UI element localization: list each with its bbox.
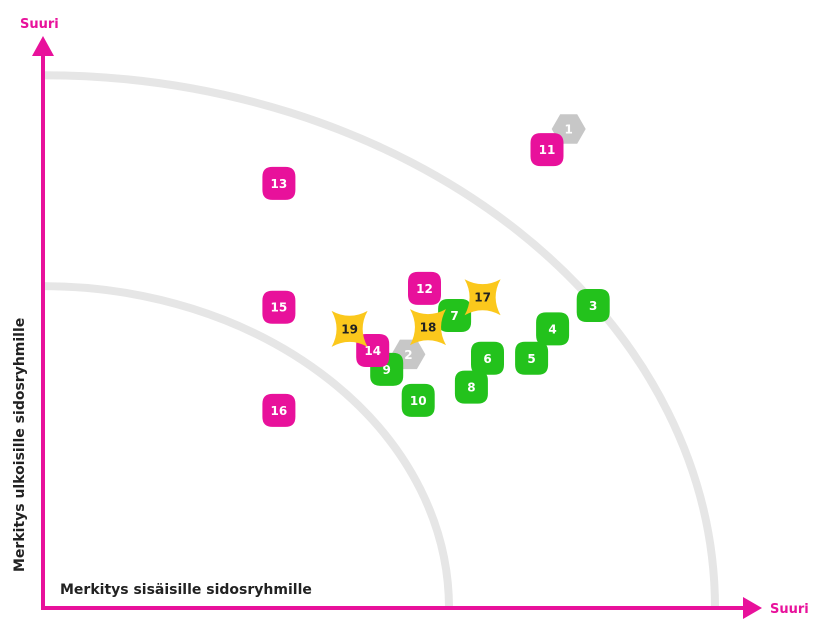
data-point-marker xyxy=(401,383,435,417)
x-axis-end-label: Suuri xyxy=(770,602,809,617)
data-point-label: 15 xyxy=(271,301,288,315)
data-point-label: 17 xyxy=(474,291,491,305)
y-axis-arrow xyxy=(32,36,54,56)
data-point-marker xyxy=(331,310,368,347)
outer-arc xyxy=(42,71,719,609)
data-point-label: 9 xyxy=(383,363,391,377)
data-point-marker xyxy=(576,289,610,323)
data-point-label: 13 xyxy=(271,177,288,191)
data-point-label: 18 xyxy=(420,321,437,335)
data-point-6: 6 xyxy=(471,341,504,375)
data-point-17: 17 xyxy=(464,279,501,316)
data-point-13: 13 xyxy=(262,166,296,200)
data-point-label: 7 xyxy=(450,309,458,323)
data-point-label: 1 xyxy=(565,123,573,137)
data-point-11: 11 xyxy=(530,133,564,167)
x-axis-arrow xyxy=(743,597,762,619)
data-point-label: 4 xyxy=(548,322,556,336)
data-point-marker xyxy=(438,299,472,333)
x-axis-title: Merkitys sisäisille sidosryhmille xyxy=(60,582,312,598)
data-point-marker xyxy=(536,312,570,346)
data-point-15: 15 xyxy=(262,290,296,324)
data-point-5: 5 xyxy=(515,341,549,375)
data-point-4: 4 xyxy=(536,312,570,346)
data-point-marker xyxy=(262,290,296,324)
data-point-marker xyxy=(408,271,441,305)
data-point-19: 19 xyxy=(331,310,368,347)
data-point-label: 6 xyxy=(483,352,491,366)
data-point-12: 12 xyxy=(408,271,441,305)
data-point-7: 7 xyxy=(438,299,472,333)
data-point-label: 8 xyxy=(467,381,475,395)
data-point-8: 8 xyxy=(454,370,488,404)
axes xyxy=(32,36,762,619)
data-point-marker xyxy=(410,309,446,346)
data-point-label: 12 xyxy=(416,282,433,296)
data-point-marker xyxy=(471,341,504,375)
data-point-3: 3 xyxy=(576,289,610,323)
data-point-16: 16 xyxy=(262,393,296,427)
y-axis-end-label: Suuri xyxy=(20,17,59,32)
data-point-label: 2 xyxy=(404,348,412,362)
arcs-layer xyxy=(42,71,719,609)
data-point-label: 3 xyxy=(589,299,597,313)
data-point-marker xyxy=(454,370,488,404)
data-point-label: 10 xyxy=(410,394,427,408)
data-point-10: 10 xyxy=(401,383,435,417)
data-point-marker xyxy=(464,279,501,316)
data-point-label: 14 xyxy=(364,344,381,358)
data-point-label: 16 xyxy=(271,404,288,418)
data-point-marker xyxy=(262,166,296,200)
data-point-label: 19 xyxy=(341,322,358,336)
data-point-label: 5 xyxy=(527,352,535,366)
data-point-marker xyxy=(515,341,549,375)
data-point-18: 18 xyxy=(410,309,446,346)
data-point-label: 11 xyxy=(539,143,556,157)
y-axis-title: Merkitys ulkoisille sidosryhmille xyxy=(12,318,28,572)
data-point-marker xyxy=(262,393,296,427)
inner-arc xyxy=(42,282,453,609)
data-point-marker xyxy=(530,133,564,167)
